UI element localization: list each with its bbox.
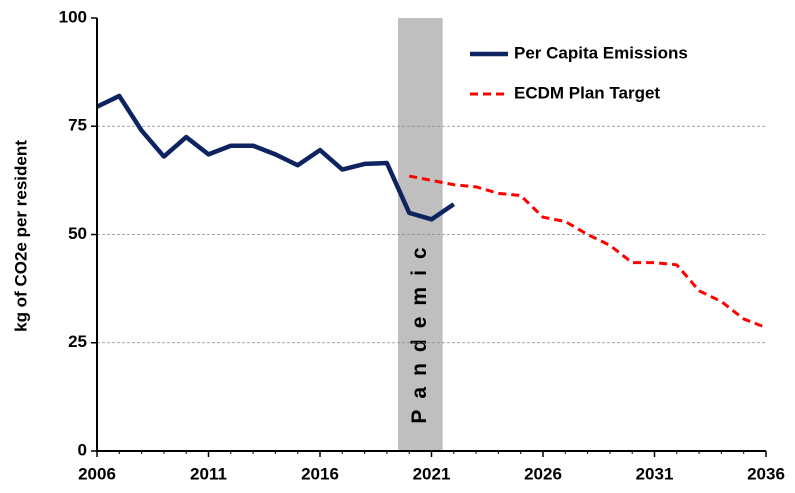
y-tick-label: 25 xyxy=(68,332,87,351)
x-tick-label: 2006 xyxy=(78,464,116,483)
x-tick-label: 2011 xyxy=(190,464,227,483)
y-tick-label: 100 xyxy=(59,7,87,26)
x-tick-label: 2016 xyxy=(301,464,339,483)
band-label: Pandemic xyxy=(408,236,431,423)
y-axis-label: kg of CO2e per resident xyxy=(11,140,30,332)
legend-label: Per Capita Emissions xyxy=(514,43,688,62)
x-tick-label: 2036 xyxy=(747,464,785,483)
legend-label: ECDM Plan Target xyxy=(514,83,660,102)
y-tick-label: 75 xyxy=(68,116,87,135)
y-tick-label: 50 xyxy=(68,224,87,243)
pandemic-band xyxy=(398,18,443,451)
y-tick-label: 0 xyxy=(78,440,87,459)
series-line xyxy=(96,93,456,222)
x-tick-label: 2026 xyxy=(524,464,562,483)
x-tick-label: 2021 xyxy=(413,464,451,483)
x-tick-label: 2031 xyxy=(636,464,674,483)
series-line xyxy=(408,174,767,329)
